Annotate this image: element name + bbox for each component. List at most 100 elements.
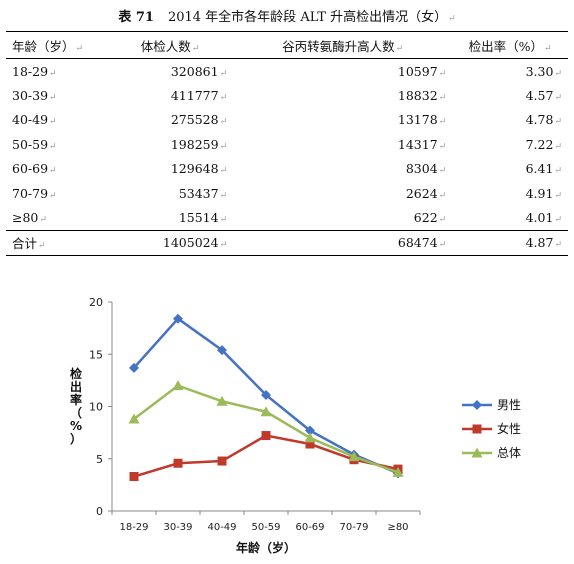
x-tick-label: 40-49 (207, 522, 236, 533)
cell-examined: 320861↵ (170, 63, 228, 79)
paragraph-mark-icon: ↵ (49, 117, 57, 128)
paragraph-mark-icon: ↵ (49, 68, 57, 79)
paragraph-mark-icon: ↵ (49, 93, 57, 104)
paragraph-mark-icon: ↵ (219, 190, 228, 201)
y-tick-label: 15 (89, 348, 103, 361)
cell-examined: 198259↵ (170, 136, 228, 152)
cell-rate: 4.78↵ (525, 112, 562, 128)
cell-examined: 411777↵ (170, 88, 228, 104)
data-point-diamond (217, 345, 227, 356)
paragraph-mark-icon: ↵ (554, 93, 562, 104)
header-rate: 检出率（%）↵ (452, 31, 568, 59)
y-tick-label: 20 (89, 296, 103, 309)
table-total-row: 合计↵ 1405024↵ 68474↵ 4.87↵ (6, 229, 568, 256)
paragraph-mark-icon: ↵ (448, 14, 456, 24)
x-axis-label: 年龄（岁） (236, 540, 296, 555)
cell-rate: 7.22↵ (525, 136, 562, 152)
data-point-triangle (260, 406, 272, 417)
data-point-diamond (261, 390, 271, 401)
cell-alt-elevated: 8304↵ (405, 161, 447, 177)
paragraph-mark-icon: ↵ (438, 68, 447, 79)
paragraph-mark-icon: ↵ (438, 190, 447, 201)
cell-age: 50-59↵ (12, 136, 57, 152)
table-row: 18-29↵ 320861↵ 10597↵ 3.30↵ (6, 59, 568, 84)
data-point-diamond (305, 425, 315, 436)
data-table: 年龄（岁）↵ 体检人数↵ 谷丙转氨酶升高人数↵ 检出率（%）↵ 18-29↵ 32… (6, 31, 568, 256)
paragraph-mark-icon: ↵ (544, 43, 552, 54)
cell-alt-elevated: 18832↵ (397, 88, 447, 104)
paragraph-mark-icon: ↵ (49, 190, 57, 201)
data-point-square (129, 472, 139, 482)
cell-alt-elevated: 68474↵ (233, 229, 453, 256)
table-title: 表 71 2014 年全市各年龄段 ALT 升高检出情况（女）↵ (0, 6, 574, 25)
table-row: 40-49↵ 275528↵ 13178↵ 4.78↵ (6, 108, 568, 132)
cell-alt-elevated: 2624↵ (405, 185, 447, 201)
data-point-triangle (128, 413, 140, 424)
header-alt-elevated: 谷丙转氨酶升高人数↵ (233, 31, 453, 59)
y-tick-label: 5 (96, 453, 103, 466)
paragraph-mark-icon: ↵ (219, 166, 228, 177)
paragraph-mark-icon: ↵ (39, 215, 47, 226)
x-tick-label: 18-29 (119, 522, 148, 533)
x-tick-label: 70-79 (339, 522, 368, 533)
legend-label: 总体 (497, 446, 521, 460)
cell-age: 70-79↵ (12, 185, 57, 201)
paragraph-mark-icon: ↵ (219, 240, 228, 251)
table-number: 表 71 (118, 10, 154, 25)
paragraph-mark-icon: ↵ (219, 68, 228, 79)
cell-age: ≥80↵ (12, 210, 47, 226)
paragraph-mark-icon: ↵ (554, 166, 562, 177)
x-tick-label: 30-39 (163, 522, 192, 533)
cell-examined: 275528↵ (170, 112, 228, 128)
table-row: 60-69↵ 129648↵ 8304↵ 6.41↵ (6, 157, 568, 181)
legend-marker-triangle (471, 447, 483, 458)
cell-rate: 6.41↵ (525, 161, 562, 177)
x-tick-label: 60-69 (295, 522, 324, 533)
table-header-row: 年龄（岁）↵ 体检人数↵ 谷丙转氨酶升高人数↵ 检出率（%）↵ (6, 31, 568, 59)
paragraph-mark-icon: ↵ (191, 43, 200, 54)
data-point-triangle (172, 380, 184, 391)
legend-label: 女性 (497, 421, 521, 436)
paragraph-mark-icon: ↵ (554, 141, 562, 152)
paragraph-mark-icon: ↵ (554, 190, 562, 201)
data-point-diamond (129, 362, 139, 373)
cell-rate: 4.87↵ (452, 229, 568, 256)
table-row: 30-39↵ 411777↵ 18832↵ 4.57↵ (6, 83, 568, 107)
cell-age: 30-39↵ (12, 88, 57, 104)
paragraph-mark-icon: ↵ (554, 240, 562, 251)
y-tick-label: 10 (89, 401, 103, 414)
table-row: 50-59↵ 198259↵ 14317↵ 7.22↵ (6, 132, 568, 156)
paragraph-mark-icon: ↵ (438, 93, 447, 104)
header-examined: 体检人数↵ (107, 31, 234, 59)
legend-label: 男性 (497, 398, 521, 412)
cell-age: 40-49↵ (12, 112, 57, 128)
header-age: 年龄（岁）↵ (6, 31, 108, 59)
data-point-square (261, 431, 271, 441)
data-point-triangle (348, 451, 360, 462)
cell-rate: 4.01↵ (525, 210, 562, 226)
paragraph-mark-icon: ↵ (438, 166, 447, 177)
paragraph-mark-icon: ↵ (554, 117, 562, 128)
cell-alt-elevated: 13178↵ (397, 112, 447, 128)
data-point-square (305, 439, 315, 449)
paragraph-mark-icon: ↵ (75, 43, 84, 54)
y-tick-label: 0 (96, 505, 103, 518)
cell-age: 60-69↵ (12, 161, 57, 177)
x-tick-label: ≥80 (387, 522, 408, 533)
x-tick-label: 50-59 (251, 522, 280, 533)
cell-alt-elevated: 14317↵ (397, 136, 447, 152)
paragraph-mark-icon: ↵ (219, 117, 228, 128)
paragraph-mark-icon: ↵ (219, 93, 228, 104)
cell-age: 合计↵ (6, 229, 108, 256)
cell-alt-elevated: 622↵ (413, 210, 447, 226)
cell-examined: 1405024↵ (107, 229, 234, 256)
data-point-square (217, 456, 227, 466)
legend-marker-square (472, 424, 482, 434)
cell-examined: 15514↵ (178, 210, 228, 226)
paragraph-mark-icon: ↵ (219, 141, 228, 152)
table-row: 70-79↵ 53437↵ 2624↵ 4.91↵ (6, 181, 568, 205)
paragraph-mark-icon: ↵ (49, 141, 57, 152)
data-point-square (173, 458, 183, 468)
cell-alt-elevated: 10597↵ (397, 63, 447, 79)
data-point-diamond (173, 313, 183, 324)
